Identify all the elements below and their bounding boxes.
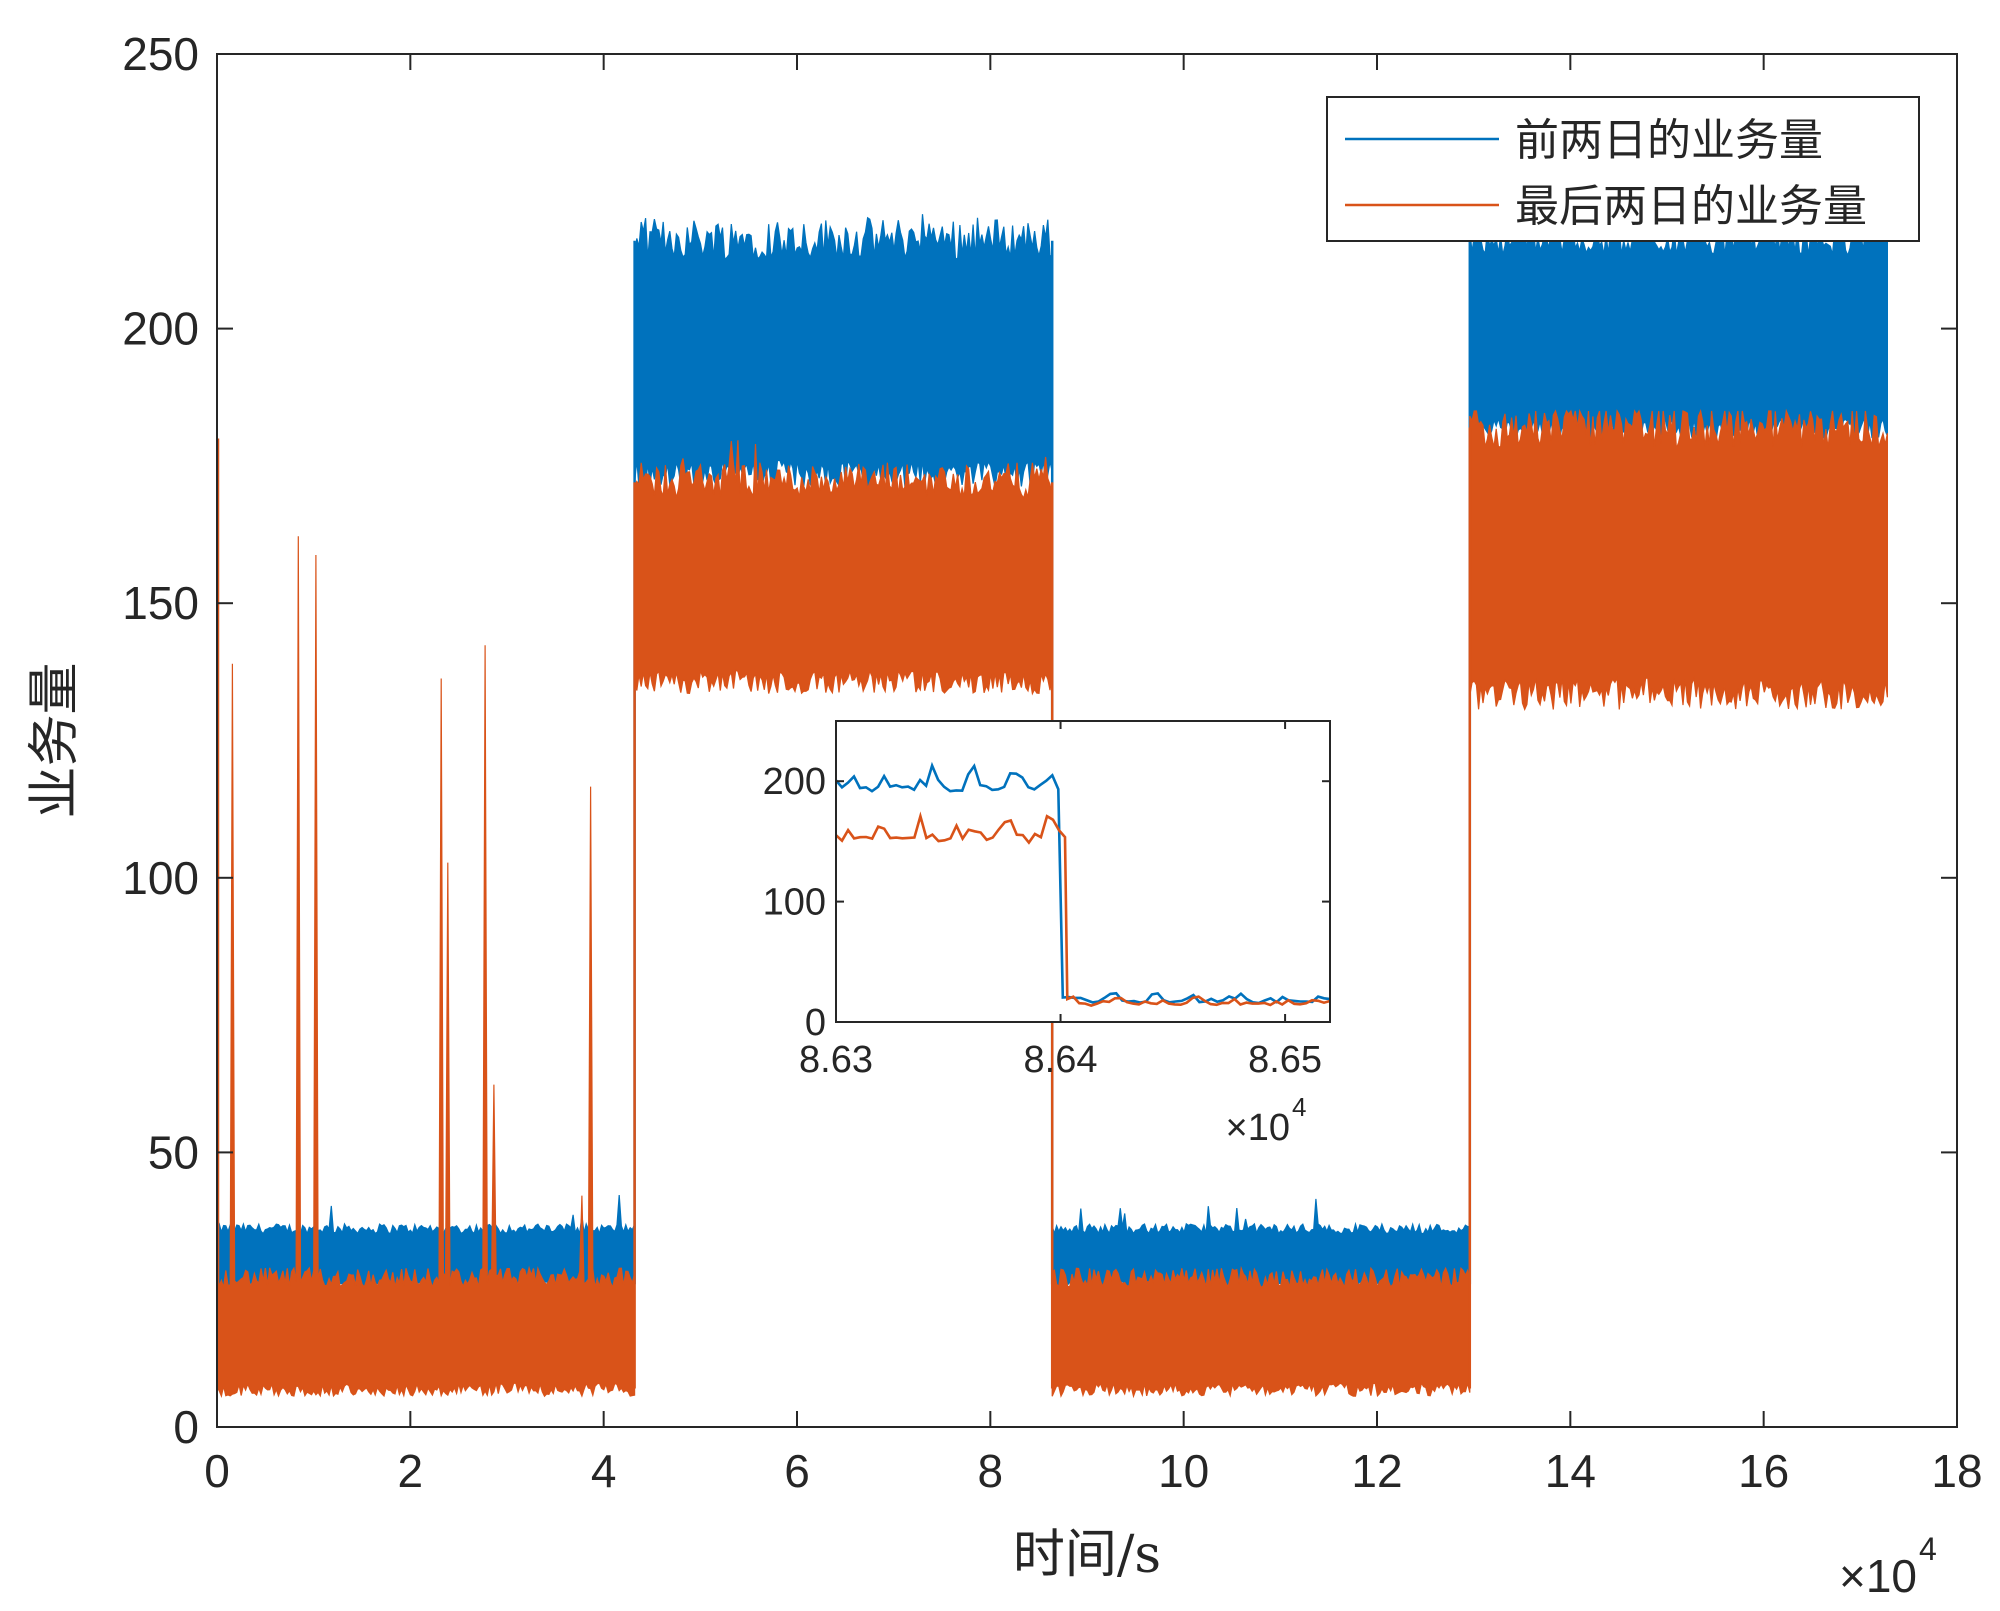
y-tick-label-3: 150 xyxy=(122,577,199,629)
inset-x-exponent-power: 4 xyxy=(1292,1092,1306,1122)
y-axis-label: 业务量 xyxy=(25,662,85,818)
x-tick-label-7: 14 xyxy=(1545,1445,1596,1497)
inset-axes-box xyxy=(835,720,1331,1023)
x-axis-label: 时间/s xyxy=(1013,1525,1161,1585)
inset-series-0-line xyxy=(835,761,1331,1005)
series-0-segment-1-band xyxy=(634,214,1053,488)
inset-background xyxy=(836,721,1330,1022)
inset-x-tick-label-2: 8.65 xyxy=(1248,1039,1322,1081)
y-tick-label-0: 0 xyxy=(173,1401,199,1453)
x-tick-label-2: 4 xyxy=(591,1445,617,1497)
main-plot-area: 0 2 4 6 8 10 12 14 16 18 0 50 100 150 200 250 时间/s 业务量 ×10… xyxy=(25,28,1983,1602)
legend-label-1: 最后两日的业务量 xyxy=(1515,181,1867,232)
x-tick-label-0: 0 xyxy=(204,1445,230,1497)
inset-x-tick-label-1: 8.64 xyxy=(1024,1039,1098,1081)
y-tick-label-5: 250 xyxy=(122,28,199,80)
main-axes-box xyxy=(216,53,1958,1428)
legend-box xyxy=(1326,96,1920,242)
x-tick-label-1: 2 xyxy=(398,1445,424,1497)
x-exponent-power: 4 xyxy=(1919,1531,1937,1567)
x-tick-label-9: 18 xyxy=(1931,1445,1982,1497)
y-tick-label-1: 50 xyxy=(148,1126,199,1178)
y-tick-label-2: 100 xyxy=(122,852,199,904)
x-exponent-base: ×10 xyxy=(1839,1550,1917,1602)
series-1 xyxy=(216,408,1888,1399)
inset-series-1-line xyxy=(835,811,1331,1007)
legend-label-0: 前两日的业务量 xyxy=(1515,115,1823,166)
inset-y-tick-label-1: 100 xyxy=(763,882,826,924)
series-0-segment-3-band xyxy=(1469,227,1888,442)
inset-y-tick-label-0: 0 xyxy=(805,1002,826,1044)
inset-x-exponent-base: ×10 xyxy=(1226,1107,1290,1149)
inset-y-tick-label-2: 200 xyxy=(763,761,826,803)
x-tick-label-3: 6 xyxy=(784,1445,810,1497)
series-1-segment-0-band xyxy=(216,536,636,1398)
x-tick-label-4: 8 xyxy=(978,1445,1004,1497)
inset-plot-area: 8.63 8.64 8.65 0 100 200 ×10 4 xyxy=(763,720,1331,1149)
x-tick-label-8: 16 xyxy=(1738,1445,1789,1497)
x-tick-label-6: 12 xyxy=(1351,1445,1402,1497)
y-tick-label-4: 200 xyxy=(122,303,199,355)
series-1-segment-2-band xyxy=(1051,1265,1471,1399)
x-tick-label-5: 10 xyxy=(1158,1445,1209,1497)
inset-x-tick-label-0: 8.63 xyxy=(799,1039,873,1081)
series-1-segment-3-band xyxy=(1469,408,1888,712)
